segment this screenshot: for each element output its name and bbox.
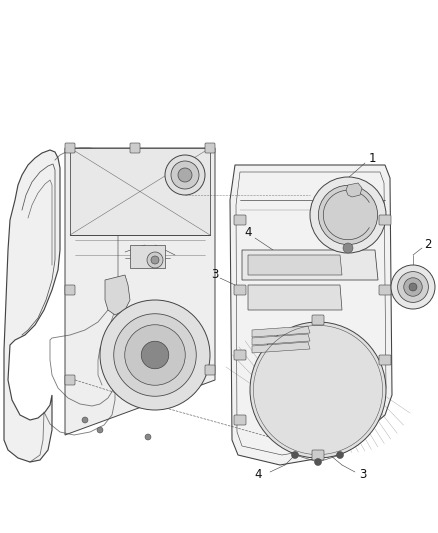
Circle shape	[250, 322, 386, 458]
Circle shape	[171, 161, 199, 189]
Circle shape	[314, 458, 321, 465]
Circle shape	[165, 155, 205, 195]
Circle shape	[409, 283, 417, 291]
FancyBboxPatch shape	[379, 285, 391, 295]
FancyBboxPatch shape	[312, 450, 324, 460]
Polygon shape	[70, 148, 210, 235]
Circle shape	[391, 265, 435, 309]
Circle shape	[178, 168, 192, 182]
Polygon shape	[346, 183, 362, 197]
FancyBboxPatch shape	[234, 350, 246, 360]
FancyBboxPatch shape	[65, 143, 75, 153]
Circle shape	[145, 434, 151, 440]
Text: 4: 4	[254, 469, 262, 481]
Circle shape	[398, 272, 428, 302]
FancyBboxPatch shape	[234, 215, 246, 225]
Text: 3: 3	[359, 469, 367, 481]
Polygon shape	[130, 245, 165, 268]
Polygon shape	[248, 285, 342, 310]
Text: 2: 2	[424, 238, 432, 251]
Circle shape	[318, 185, 378, 245]
FancyBboxPatch shape	[65, 375, 75, 385]
Circle shape	[100, 300, 210, 410]
Polygon shape	[252, 326, 310, 337]
Text: 3: 3	[211, 268, 219, 280]
FancyBboxPatch shape	[234, 285, 246, 295]
Circle shape	[114, 314, 196, 396]
FancyBboxPatch shape	[379, 355, 391, 365]
FancyBboxPatch shape	[234, 415, 246, 425]
Circle shape	[310, 177, 386, 253]
FancyBboxPatch shape	[65, 285, 75, 295]
Circle shape	[151, 256, 159, 264]
Polygon shape	[105, 275, 130, 315]
Circle shape	[404, 278, 422, 296]
Circle shape	[336, 451, 343, 458]
Polygon shape	[65, 148, 215, 435]
Polygon shape	[248, 255, 342, 275]
FancyBboxPatch shape	[130, 143, 140, 153]
Text: 4: 4	[244, 227, 252, 239]
FancyBboxPatch shape	[312, 315, 324, 325]
Text: 1: 1	[368, 151, 376, 165]
Polygon shape	[4, 150, 60, 462]
Polygon shape	[230, 165, 392, 465]
Circle shape	[97, 427, 103, 433]
FancyBboxPatch shape	[379, 215, 391, 225]
FancyBboxPatch shape	[205, 143, 215, 153]
Polygon shape	[252, 334, 310, 345]
Circle shape	[147, 252, 163, 268]
Polygon shape	[242, 250, 378, 280]
Circle shape	[141, 341, 169, 369]
Circle shape	[343, 243, 353, 253]
Circle shape	[125, 325, 185, 385]
Polygon shape	[252, 342, 310, 353]
Circle shape	[292, 451, 299, 458]
FancyBboxPatch shape	[205, 365, 215, 375]
Circle shape	[82, 417, 88, 423]
